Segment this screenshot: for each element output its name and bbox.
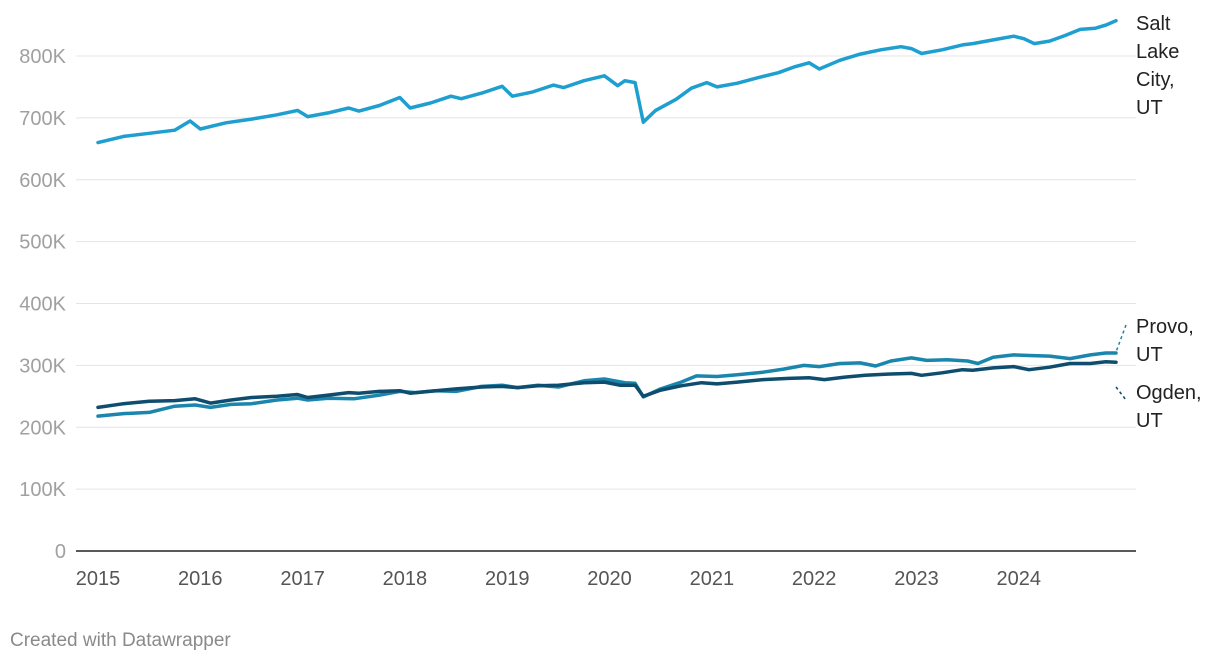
y-tick-label: 200K xyxy=(19,417,66,439)
y-axis: 0 100K 200K 300K 400K 500K 600K 700K 800K xyxy=(19,46,66,563)
series-label-line: City, xyxy=(1136,69,1175,91)
series-labels: Salt Lake City, UT Provo, UT Ogden, UT xyxy=(1115,13,1202,432)
x-tick-label: 2021 xyxy=(690,568,735,590)
series-label-line: Lake xyxy=(1136,41,1179,63)
series-label-line: Provo, xyxy=(1136,316,1194,338)
series-label-2: Ogden, UT xyxy=(1115,382,1202,432)
footer-credit: Created with Datawrapper xyxy=(10,630,231,651)
y-tick-label: 800K xyxy=(19,46,66,68)
x-tick-label: 2017 xyxy=(280,568,325,590)
series-label-line: Salt xyxy=(1136,13,1171,35)
gridlines xyxy=(76,55,1136,552)
series-label-line: UT xyxy=(1136,97,1163,119)
x-tick-label: 2016 xyxy=(178,568,223,590)
x-tick-label: 2019 xyxy=(485,568,530,590)
x-axis: 2015 2016 2017 2018 2019 2020 2021 2022 2023 2024 xyxy=(76,568,1041,590)
series-label-line: UT xyxy=(1136,344,1163,366)
series-line-0 xyxy=(96,18,1118,145)
series-line-2 xyxy=(96,359,1118,410)
y-tick-label: 0 xyxy=(55,541,66,563)
series-lines xyxy=(96,18,1118,418)
y-tick-label: 500K xyxy=(19,232,66,254)
y-tick-label: 300K xyxy=(19,355,66,377)
x-tick-label: 2022 xyxy=(792,568,837,590)
y-tick-label: 700K xyxy=(19,108,66,130)
series-label-0: Salt Lake City, UT xyxy=(1136,13,1179,119)
x-tick-label: 2020 xyxy=(587,568,632,590)
series-label-line: UT xyxy=(1136,410,1163,432)
x-tick-label: 2023 xyxy=(894,568,939,590)
label-leader-line xyxy=(1115,324,1127,353)
x-tick-label: 2015 xyxy=(76,568,121,590)
y-tick-label: 100K xyxy=(19,479,66,501)
x-tick-label: 2018 xyxy=(383,568,428,590)
x-tick-label: 2024 xyxy=(997,568,1042,590)
series-line-1 xyxy=(96,351,1118,418)
series-label-1: Provo, UT xyxy=(1115,316,1194,366)
series-label-line: Ogden, xyxy=(1136,382,1202,404)
y-tick-label: 400K xyxy=(19,294,66,316)
y-tick-label: 600K xyxy=(19,170,66,192)
label-leader-line xyxy=(1115,386,1127,401)
